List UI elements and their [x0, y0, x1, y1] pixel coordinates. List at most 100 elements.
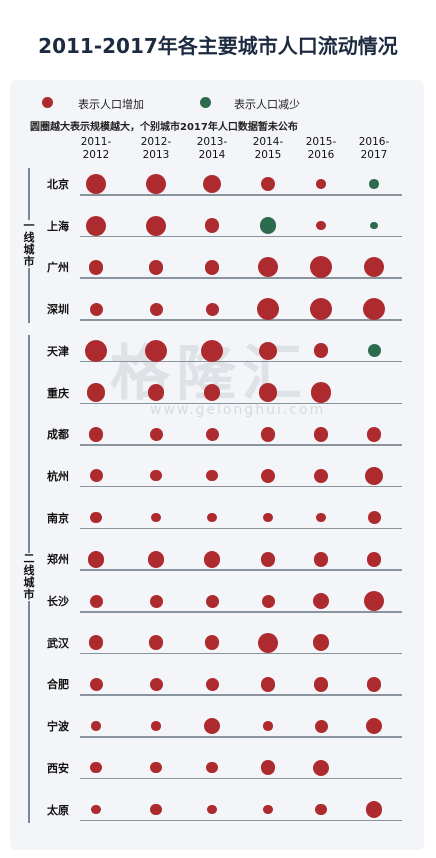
year-label: 2014- 2015	[252, 136, 284, 161]
bubble-increase	[149, 302, 163, 316]
bubble-increase	[151, 512, 161, 523]
bubble-increase	[263, 512, 273, 523]
row-line	[80, 777, 402, 780]
bubble-increase	[315, 803, 327, 816]
row-line	[80, 694, 402, 696]
row-line	[80, 444, 402, 446]
legend-increase-label: 表示人口增加	[78, 98, 144, 111]
bubble-increase	[150, 470, 162, 482]
row-line	[80, 527, 402, 530]
page-title: 2011-2017年各主要城市人口流动情况	[38, 34, 398, 58]
legend-increase-dot	[42, 97, 53, 108]
bubble-increase	[204, 218, 220, 234]
year-label: 2011- 2012	[80, 136, 112, 161]
bubble-increase	[86, 383, 106, 402]
bubble-increase	[258, 383, 278, 402]
bubble-increase	[316, 179, 326, 189]
bubble-increase	[314, 719, 328, 733]
bubble-increase	[207, 512, 217, 523]
bubble-increase	[313, 343, 329, 359]
bubble-increase	[366, 551, 382, 567]
bubble-increase	[260, 468, 276, 484]
bubble-increase	[205, 302, 219, 316]
chart-card	[10, 80, 424, 850]
city-label: 重庆	[47, 386, 69, 400]
bubble-increase	[202, 174, 222, 194]
bubble-decrease	[367, 344, 381, 358]
bubble-increase	[147, 384, 165, 401]
bubble-increase	[365, 801, 383, 818]
bubble-increase	[85, 173, 107, 195]
city-label: 上海	[47, 219, 69, 233]
watermark-url: www.gelonghui.com	[150, 402, 326, 418]
chart-note: 圆圈越大表示规模越大，个别城市2017年人口数据暂未公布	[30, 122, 298, 133]
bubble-increase	[316, 221, 326, 231]
bubble-increase	[148, 260, 164, 275]
bubble-increase	[313, 551, 329, 567]
city-label: 杭州	[47, 469, 69, 483]
bubble-increase	[150, 803, 162, 816]
bubble-increase	[203, 551, 221, 568]
bubble-decrease	[259, 217, 277, 234]
bubble-increase	[366, 677, 382, 692]
row-line	[80, 194, 402, 196]
bubble-increase	[363, 590, 385, 612]
bubble-increase	[88, 426, 104, 442]
bubble-increase	[204, 635, 220, 651]
row-line	[80, 819, 402, 821]
bubble-increase	[312, 759, 330, 777]
row-line	[80, 652, 402, 655]
bubble-increase	[149, 427, 163, 441]
bubble-increase	[365, 717, 383, 735]
bubble-increase	[151, 721, 161, 731]
bubble-increase	[85, 215, 107, 236]
bubble-increase	[316, 512, 326, 523]
bubble-increase	[257, 632, 279, 653]
bubble-increase	[310, 256, 332, 279]
bubble-increase	[201, 339, 223, 362]
city-label: 郑州	[47, 553, 69, 567]
row-line	[80, 277, 402, 279]
year-label: 2016- 2017	[358, 136, 390, 161]
bubble-increase	[312, 634, 330, 651]
row-line	[80, 235, 402, 238]
bubble-increase	[313, 468, 329, 484]
bubble-increase	[89, 677, 103, 691]
bubble-increase	[149, 677, 163, 691]
bubble-increase	[91, 804, 101, 815]
bubble-increase	[85, 339, 107, 362]
bubble-increase	[203, 717, 221, 735]
bubble-increase	[260, 677, 276, 692]
bubble-increase	[207, 804, 217, 815]
bubble-increase	[89, 469, 103, 483]
year-label: 2015- 2016	[305, 136, 337, 161]
bubble-increase	[145, 215, 167, 236]
bubble-increase	[205, 677, 219, 691]
bubble-increase	[257, 298, 279, 321]
bubble-increase	[87, 551, 105, 568]
row-line	[80, 611, 402, 613]
city-label: 北京	[47, 178, 69, 191]
city-label: 成都	[47, 428, 69, 442]
bubble-increase	[150, 762, 162, 774]
bubble-decrease	[369, 179, 379, 189]
row-line	[80, 402, 402, 404]
bubble-increase	[257, 257, 279, 278]
bubble-increase	[363, 257, 385, 278]
year-label: 2013- 2014	[196, 136, 228, 161]
bubble-increase	[145, 173, 167, 195]
bubble-increase	[261, 594, 275, 608]
bubble-increase	[367, 511, 381, 525]
bubble-increase	[90, 762, 102, 774]
bubble-increase	[147, 551, 165, 568]
bubble-increase	[363, 298, 385, 321]
bubble-increase	[89, 594, 103, 608]
bubble-increase	[260, 176, 276, 192]
year-label: 2012- 2013	[140, 136, 172, 161]
group-label: 二线城市	[22, 552, 36, 602]
city-label: 南京	[47, 511, 69, 525]
legend-decrease-label: 表示人口减少	[234, 98, 300, 111]
bubble-increase	[206, 762, 218, 774]
city-label: 合肥	[47, 678, 69, 692]
bubble-increase	[260, 551, 276, 567]
